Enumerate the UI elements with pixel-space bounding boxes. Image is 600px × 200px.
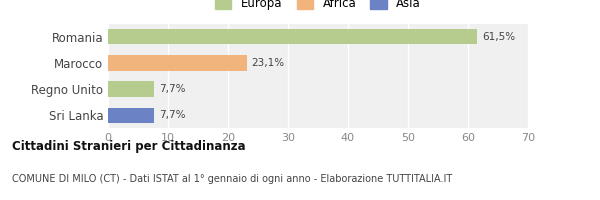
Text: 7,7%: 7,7% <box>159 84 185 94</box>
Legend: Europa, Africa, Asia: Europa, Africa, Asia <box>211 0 425 14</box>
Bar <box>108 81 154 97</box>
Text: 7,7%: 7,7% <box>159 110 185 120</box>
Text: COMUNE DI MILO (CT) - Dati ISTAT al 1° gennaio di ogni anno - Elaborazione TUTTI: COMUNE DI MILO (CT) - Dati ISTAT al 1° g… <box>12 174 452 184</box>
Bar <box>108 29 477 44</box>
Bar <box>108 55 247 71</box>
Text: 61,5%: 61,5% <box>482 32 515 42</box>
Text: Cittadini Stranieri per Cittadinanza: Cittadini Stranieri per Cittadinanza <box>12 140 245 153</box>
Text: 23,1%: 23,1% <box>251 58 284 68</box>
Bar <box>108 108 154 123</box>
